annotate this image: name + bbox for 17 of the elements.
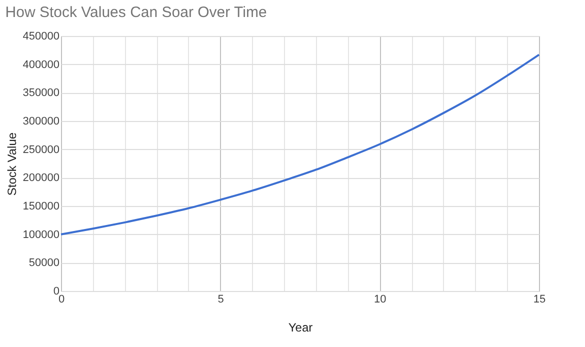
x-tick-label: 15 xyxy=(533,294,546,306)
y-tick-label: 100000 xyxy=(22,228,60,241)
y-tick-label: 50000 xyxy=(28,257,60,270)
chart-title: How Stock Values Can Soar Over Time xyxy=(5,4,267,21)
y-tick-label: 0 xyxy=(53,286,60,298)
line-series xyxy=(60,54,540,236)
x-tick-label: 5 xyxy=(218,294,224,306)
y-tick-label: 300000 xyxy=(22,116,60,128)
x-tick-label: 10 xyxy=(374,294,386,306)
y-tick-label: 450000 xyxy=(22,30,60,42)
x-axis-title: Year xyxy=(288,320,313,334)
y-tick-label: 150000 xyxy=(22,200,60,212)
y-tick-label: 400000 xyxy=(22,58,60,71)
y-tick-label: 350000 xyxy=(22,87,60,100)
y-axis-title: Stock Value xyxy=(4,132,19,196)
y-tick-label: 250000 xyxy=(22,144,60,156)
y-tick-label: 200000 xyxy=(22,172,60,184)
